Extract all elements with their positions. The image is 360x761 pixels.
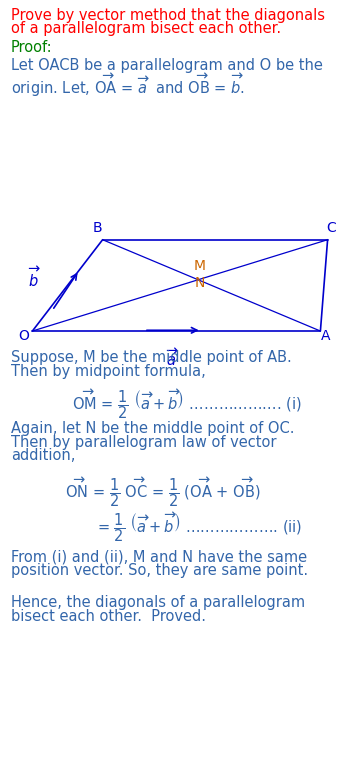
Text: N: N (195, 276, 205, 290)
Text: $\overrightarrow{b}$: $\overrightarrow{b}$ (28, 266, 41, 290)
Text: addition,: addition, (11, 448, 75, 463)
Text: Suppose, M be the middle point of AB.: Suppose, M be the middle point of AB. (11, 350, 292, 365)
Text: Let OACB be a parallelogram and O be the: Let OACB be a parallelogram and O be the (11, 58, 323, 73)
Text: origin. Let, $\overrightarrow{\rm OA}$ = $\overrightarrow{a}$  and $\overrightar: origin. Let, $\overrightarrow{\rm OA}$ =… (11, 72, 245, 99)
Text: $\overrightarrow{a}$: $\overrightarrow{a}$ (166, 348, 179, 369)
Text: O: O (18, 330, 29, 343)
Text: bisect each other.  Proved.: bisect each other. Proved. (11, 609, 206, 624)
Text: Then by parallelogram law of vector: Then by parallelogram law of vector (11, 435, 276, 450)
Text: A: A (321, 330, 330, 343)
Text: = $\dfrac{1}{2}$ $\left(\overrightarrow{a}+\overrightarrow{b}\right)$ ………………. (i: = $\dfrac{1}{2}$ $\left(\overrightarrow{… (97, 510, 302, 544)
Text: Then by midpoint formula,: Then by midpoint formula, (11, 364, 206, 379)
Text: Hence, the diagonals of a parallelogram: Hence, the diagonals of a parallelogram (11, 595, 305, 610)
Text: Again, let N be the middle point of OC.: Again, let N be the middle point of OC. (11, 421, 294, 436)
Text: position vector. So, they are same point.: position vector. So, they are same point… (11, 563, 308, 578)
Text: B: B (93, 221, 103, 235)
Text: of a parallelogram bisect each other.: of a parallelogram bisect each other. (11, 21, 281, 37)
Text: $\overrightarrow{\rm ON}$ = $\dfrac{1}{2}$ $\overrightarrow{\rm OC}$ = $\dfrac{1: $\overrightarrow{\rm ON}$ = $\dfrac{1}{2… (65, 475, 260, 509)
Text: M: M (194, 260, 206, 273)
Text: Proof:: Proof: (11, 40, 53, 55)
Text: Prove by vector method that the diagonals: Prove by vector method that the diagonal… (11, 8, 325, 23)
Text: C: C (326, 221, 336, 235)
Text: From (i) and (ii), M and N have the same: From (i) and (ii), M and N have the same (11, 549, 307, 565)
Text: $\overrightarrow{\rm OM}$ = $\dfrac{1}{2}$ $\left(\overrightarrow{a}+\overrighta: $\overrightarrow{\rm OM}$ = $\dfrac{1}{2… (72, 387, 302, 421)
